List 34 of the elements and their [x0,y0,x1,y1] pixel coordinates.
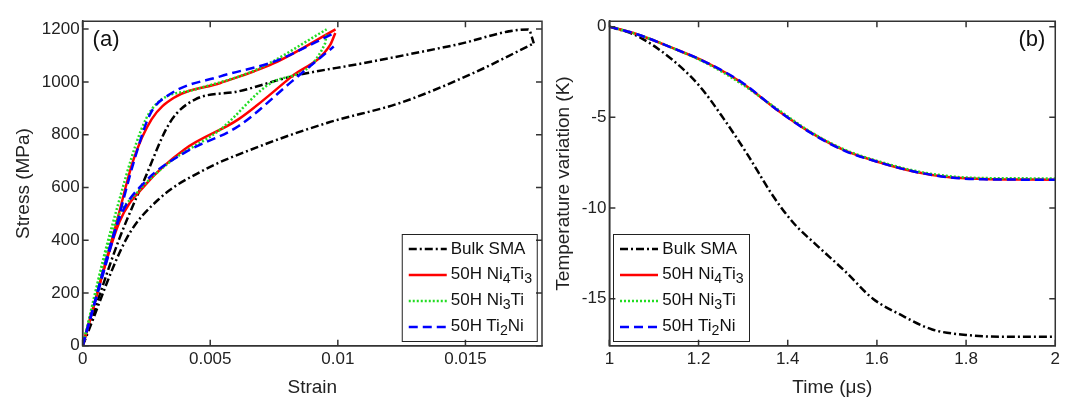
y-tick-label: 0 [70,335,80,355]
x-tick-label: 0.015 [444,348,487,368]
legend-label: 50H Ni$_{4}$Ti$_{3}$ [662,263,744,286]
x-tick-label: 0.005 [188,348,232,368]
y-tick-label: -5 [591,107,607,126]
x-tick-label: 1 [604,348,615,368]
y-tick-label: -10 [581,197,607,217]
x-tick-label: 1.2 [686,348,711,368]
y-tick-label: 0 [596,16,607,36]
annotation: (a) [92,26,120,52]
legend-label: 50H Ti$_{2}$Ni [450,315,524,338]
y-tick-label: -15 [581,288,607,308]
x-tick-label: 1.4 [775,348,800,368]
y-tick-label: 600 [51,177,80,197]
x-axis-title: Time (μs) [792,375,873,397]
y-tick-label: 200 [51,282,80,302]
x-tick-label: 1.8 [954,348,978,368]
y-tick-label: 800 [51,124,80,144]
x-axis-title: Strain [287,375,338,397]
legend-label: Bulk SMA [450,238,526,259]
y-tick-label: 400 [51,229,80,249]
legend-label: 50H Ti$_{2}$Ni [662,315,736,338]
y-tick-label: 1000 [41,71,80,91]
y-axis-title: Temperature variation (K) [551,76,573,291]
legend-label: 50H Ni$_{3}$Ti [450,289,525,312]
legend-label: Bulk SMA [662,238,737,259]
y-axis-title: Stress (MPa) [11,128,33,239]
annotation: (b) [1018,26,1046,52]
x-tick-label: 1.6 [865,348,889,368]
x-tick-label: 0.01 [321,348,355,368]
legend-label: 50H Ni$_{4}$Ti$_{3}$ [450,263,532,286]
legend-label: 50H Ni$_{3}$Ti [662,289,736,312]
y-tick-label: 1200 [41,18,80,38]
x-tick-label: 2 [1050,348,1061,368]
